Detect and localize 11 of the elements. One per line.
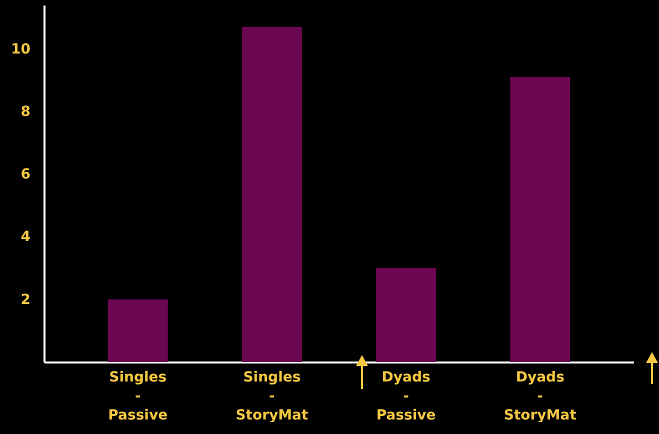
- y-tick-label: 8: [20, 104, 30, 120]
- bar: [510, 77, 570, 362]
- bar: [242, 26, 302, 362]
- y-tick-label: 6: [20, 166, 30, 183]
- bar: [108, 299, 168, 362]
- y-tick-label: 10: [11, 41, 31, 58]
- x-tick-label: Dyads - Passive: [376, 370, 436, 424]
- y-tick-label: 4: [20, 229, 31, 246]
- y-tick-label: 2: [20, 292, 30, 308]
- bar: [376, 268, 436, 362]
- x-tick-label: Singles - Passive: [108, 370, 168, 424]
